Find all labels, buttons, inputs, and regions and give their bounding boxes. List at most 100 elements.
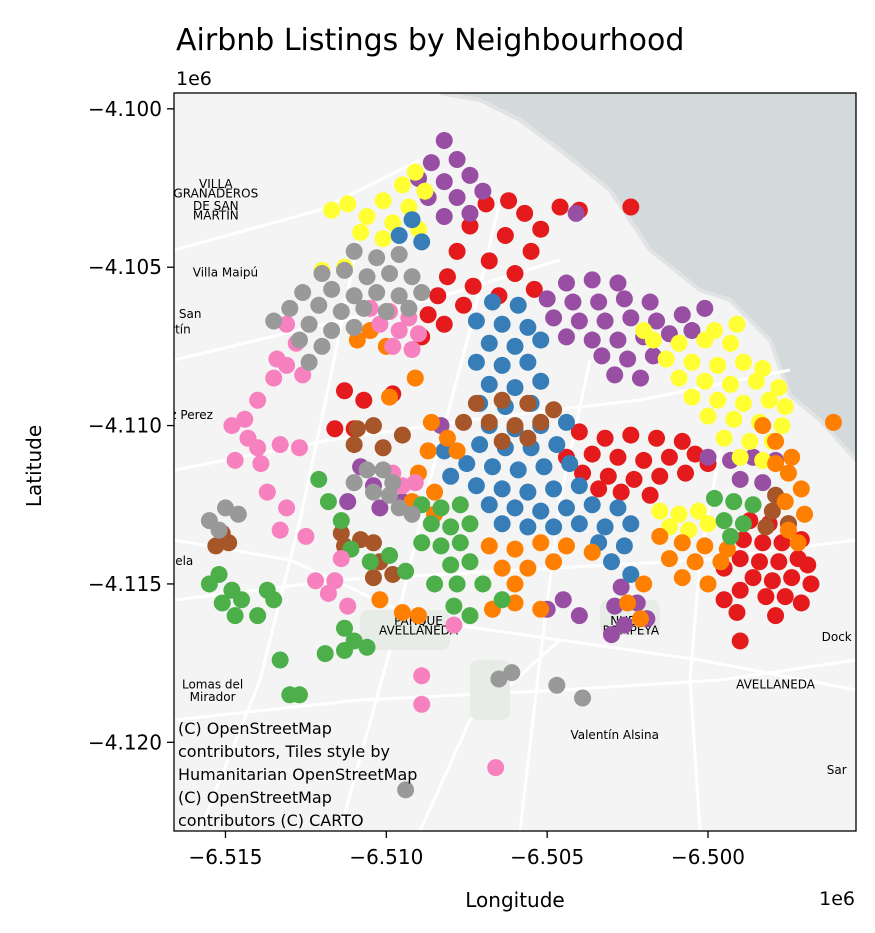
attribution-line: contributors, Tiles style by bbox=[178, 742, 390, 761]
data-point bbox=[596, 518, 614, 536]
map-label: AVELLANEDA bbox=[379, 624, 459, 638]
data-point bbox=[532, 600, 550, 618]
data-point bbox=[448, 575, 466, 593]
data-point bbox=[368, 284, 386, 302]
x-axis: −6.515 −6.510 −6.505 −6.500 bbox=[188, 831, 745, 869]
y-offset-label: 1e6 bbox=[176, 68, 212, 90]
map-label: rtín bbox=[170, 323, 191, 337]
data-point bbox=[731, 470, 749, 488]
data-point bbox=[467, 477, 485, 495]
data-point bbox=[390, 227, 408, 245]
map-label: ral San bbox=[159, 307, 201, 321]
data-point bbox=[519, 353, 537, 371]
data-point bbox=[413, 534, 431, 552]
data-point bbox=[535, 458, 553, 476]
data-point bbox=[548, 436, 566, 454]
data-point bbox=[722, 527, 740, 545]
data-point bbox=[603, 553, 621, 571]
data-point bbox=[364, 417, 382, 435]
data-point bbox=[757, 588, 775, 606]
data-point bbox=[728, 315, 746, 333]
data-point bbox=[670, 505, 688, 523]
data-point bbox=[503, 664, 521, 682]
data-point bbox=[297, 527, 315, 545]
data-point bbox=[824, 413, 842, 431]
data-point bbox=[532, 502, 550, 520]
data-point bbox=[506, 499, 524, 517]
data-point bbox=[438, 268, 456, 286]
data-point bbox=[799, 556, 817, 574]
data-point bbox=[673, 569, 691, 587]
data-point bbox=[400, 299, 418, 317]
data-point bbox=[294, 366, 312, 384]
data-point bbox=[754, 451, 772, 469]
data-point bbox=[249, 391, 267, 409]
data-point bbox=[609, 448, 627, 466]
data-point bbox=[590, 480, 608, 498]
data-point bbox=[783, 448, 801, 466]
attribution-line: (C) OpenStreetMap bbox=[178, 719, 332, 738]
data-point bbox=[345, 436, 363, 454]
data-point bbox=[406, 474, 424, 492]
data-point bbox=[548, 676, 566, 694]
data-point bbox=[680, 521, 698, 539]
data-point bbox=[532, 372, 550, 390]
data-point bbox=[381, 486, 399, 504]
data-point bbox=[271, 521, 289, 539]
data-point bbox=[207, 537, 225, 555]
data-point bbox=[561, 455, 579, 473]
data-point bbox=[725, 493, 743, 511]
data-point bbox=[619, 350, 637, 368]
map-label: Mirador bbox=[190, 690, 236, 704]
data-point bbox=[464, 277, 482, 295]
data-point bbox=[696, 537, 714, 555]
data-point bbox=[506, 417, 524, 435]
data-point bbox=[725, 410, 743, 428]
data-point bbox=[596, 312, 614, 330]
data-point bbox=[278, 356, 296, 374]
data-point bbox=[622, 309, 640, 327]
data-point bbox=[525, 280, 543, 298]
data-point bbox=[467, 312, 485, 330]
data-point bbox=[705, 322, 723, 340]
data-point bbox=[509, 296, 527, 314]
data-point bbox=[374, 192, 392, 210]
data-point bbox=[750, 553, 768, 571]
data-point bbox=[233, 591, 251, 609]
data-point bbox=[506, 337, 524, 355]
data-point bbox=[374, 439, 392, 457]
data-point bbox=[226, 451, 244, 469]
data-point bbox=[339, 195, 357, 213]
data-point bbox=[323, 280, 341, 298]
data-point bbox=[590, 293, 608, 311]
y-axis: −4.100 −4.105 −4.110 −4.115 −4.120 bbox=[88, 97, 174, 754]
data-point bbox=[763, 502, 781, 520]
data-point bbox=[310, 296, 328, 314]
data-point bbox=[426, 575, 444, 593]
data-point bbox=[792, 594, 810, 612]
data-point bbox=[767, 432, 785, 450]
data-point bbox=[744, 496, 762, 514]
data-point bbox=[300, 315, 318, 333]
data-point bbox=[416, 182, 434, 200]
data-point bbox=[747, 372, 765, 390]
data-point bbox=[776, 588, 794, 606]
data-point bbox=[435, 132, 453, 150]
data-point bbox=[326, 572, 344, 590]
data-point bbox=[381, 388, 399, 406]
data-point bbox=[226, 607, 244, 625]
data-point bbox=[332, 512, 350, 530]
data-point bbox=[345, 318, 363, 336]
data-point bbox=[345, 474, 363, 492]
data-point bbox=[754, 474, 772, 492]
data-point bbox=[313, 265, 331, 283]
data-point bbox=[249, 439, 267, 457]
data-point bbox=[265, 369, 283, 387]
data-point bbox=[609, 331, 627, 349]
data-point bbox=[323, 201, 341, 219]
data-point bbox=[409, 607, 427, 625]
data-point bbox=[483, 458, 501, 476]
data-point bbox=[557, 537, 575, 555]
data-point bbox=[715, 429, 733, 447]
